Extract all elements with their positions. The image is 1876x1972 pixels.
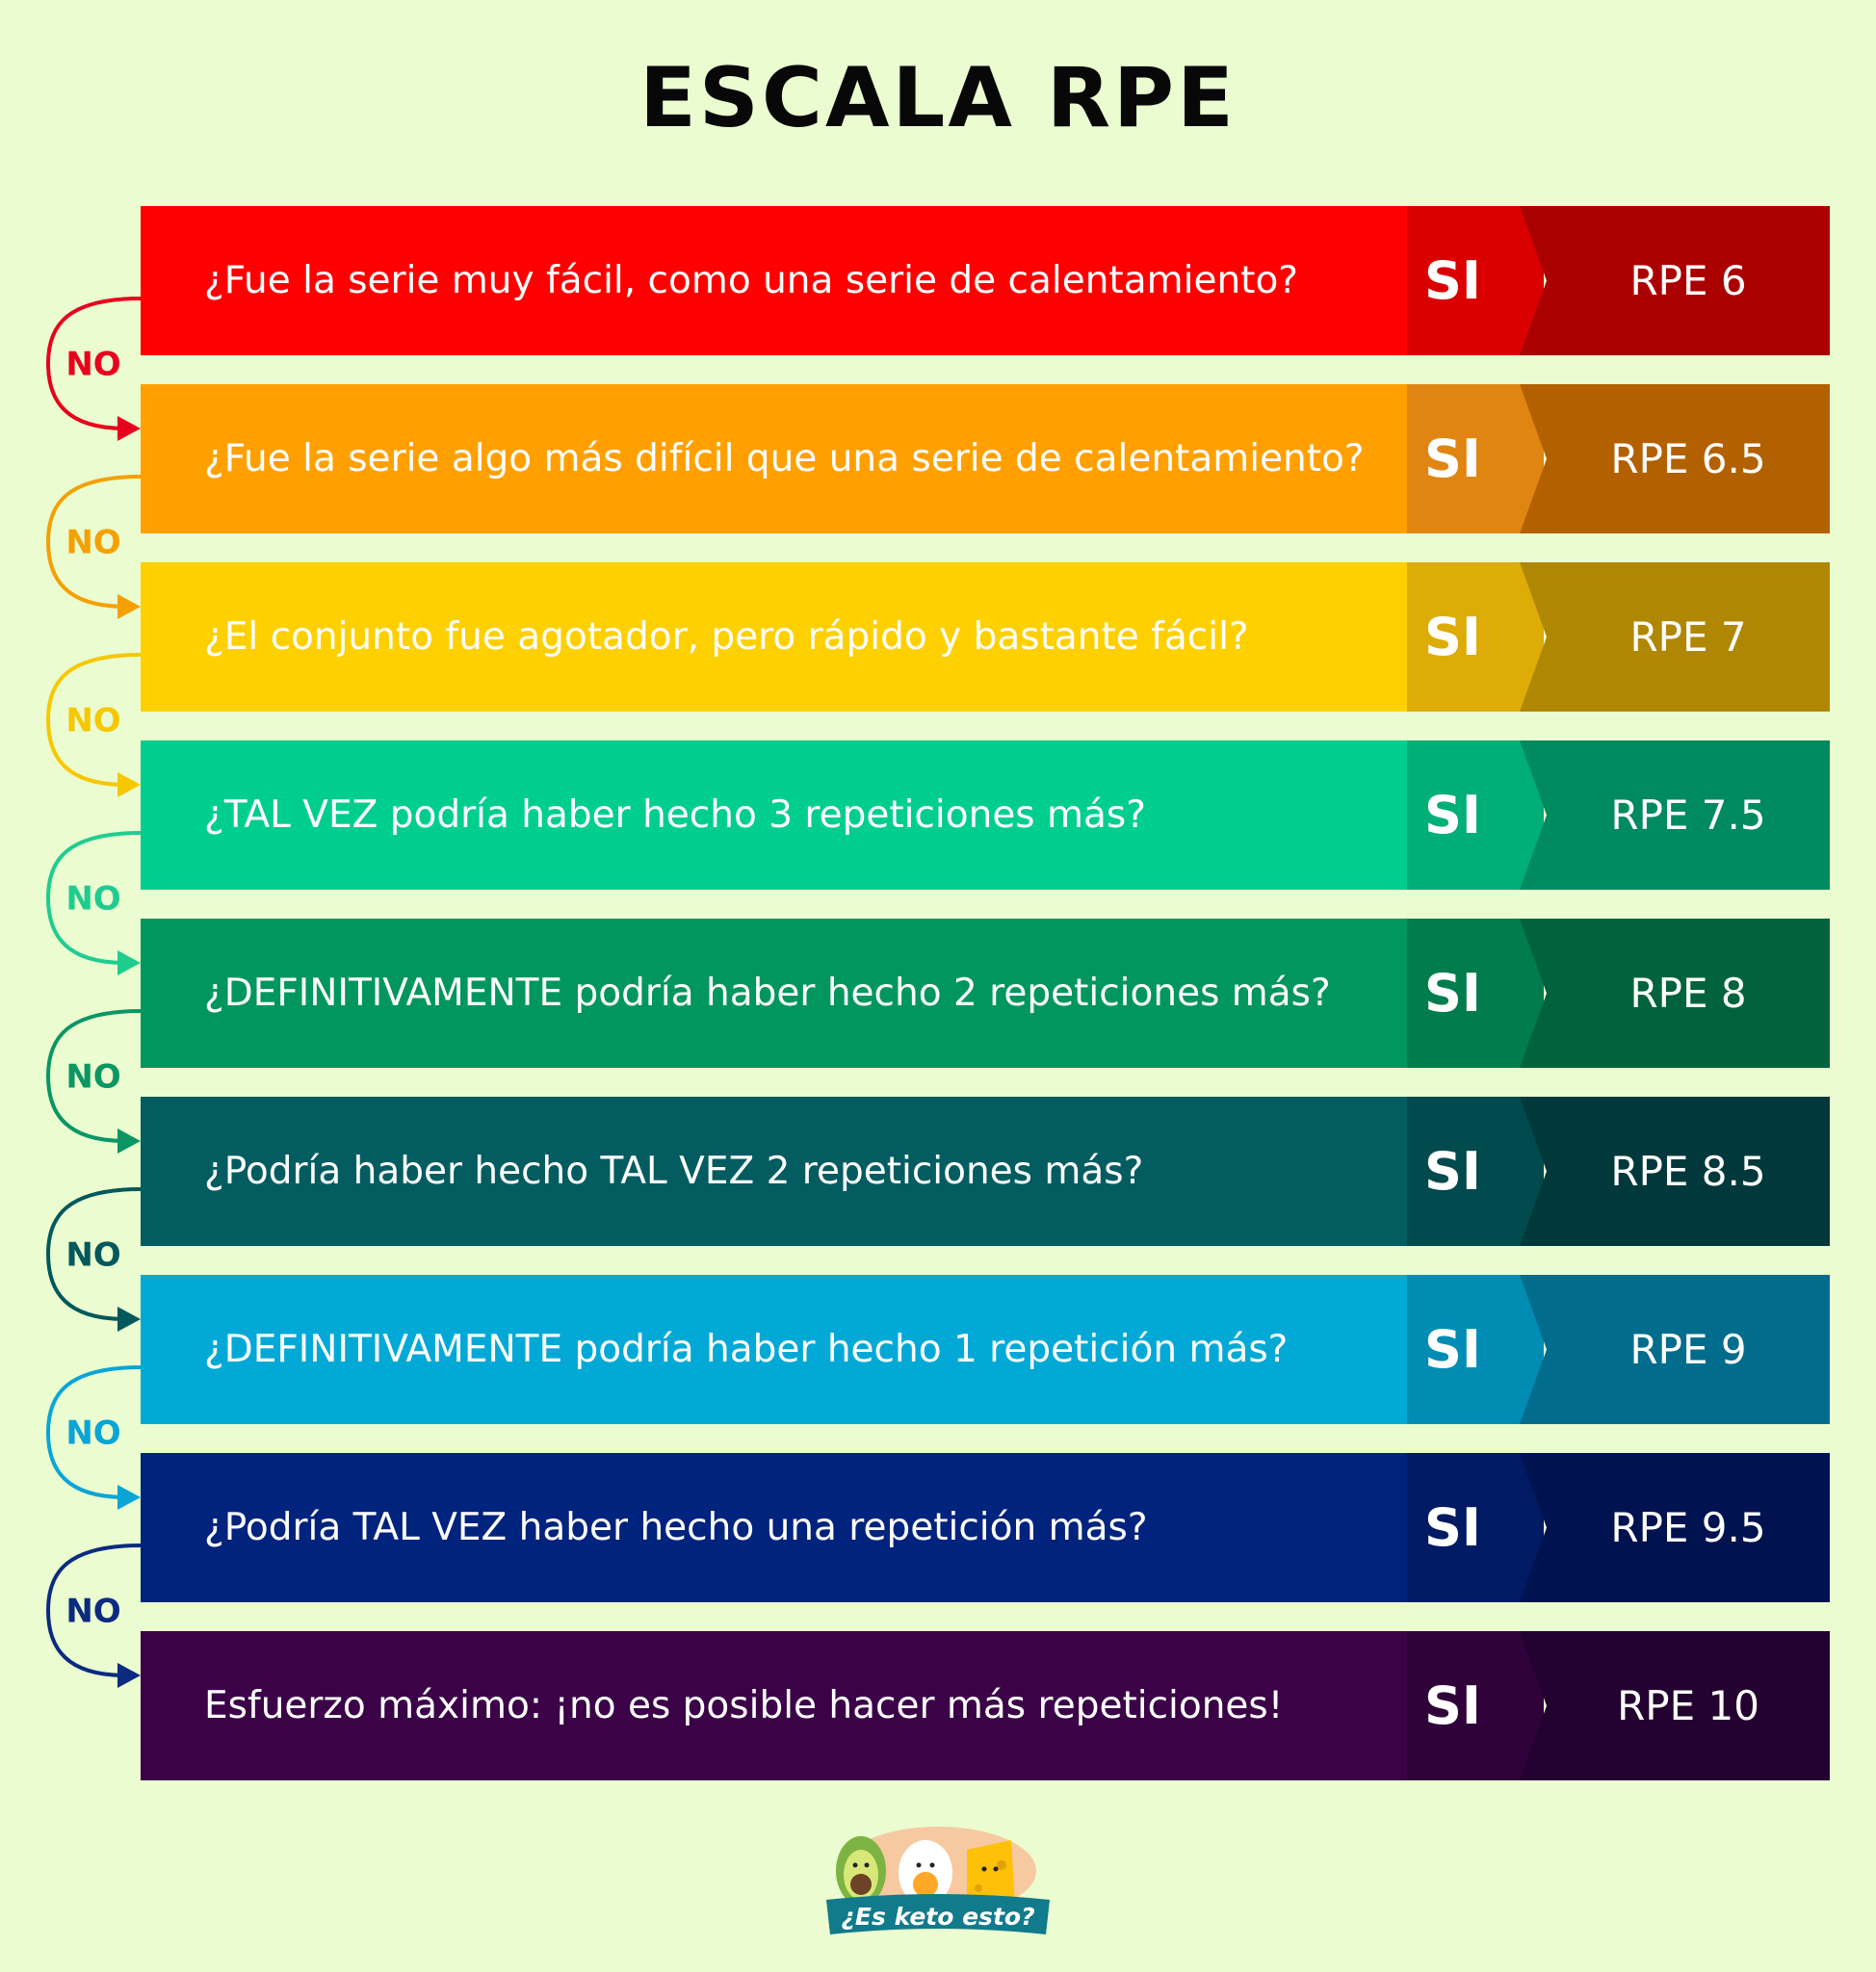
no-label-background bbox=[58, 1589, 127, 1632]
no-connector: NO bbox=[45, 831, 142, 975]
no-label: NO bbox=[65, 1236, 120, 1275]
es-keto-esto-logo: ¿Es keto esto? bbox=[826, 1827, 1050, 1934]
rpe-value: RPE 9.5 bbox=[1520, 1453, 1830, 1602]
row-question: Esfuerzo máximo: ¡no es posible hacer má… bbox=[141, 1631, 1407, 1780]
row-question: ¿DEFINITIVAMENTE podría haber hecho 1 re… bbox=[141, 1275, 1407, 1424]
no-connector: NO bbox=[45, 1187, 142, 1332]
arrow-right-icon bbox=[117, 594, 141, 619]
arrow-right-icon bbox=[117, 1663, 141, 1688]
rpe-value: RPE 6.5 bbox=[1520, 384, 1830, 533]
connector-curve bbox=[45, 1009, 142, 1143]
arrow-right-icon bbox=[117, 1129, 141, 1154]
rpe-value: RPE 10 bbox=[1520, 1631, 1830, 1780]
connector-curve bbox=[45, 1365, 142, 1499]
no-label: NO bbox=[65, 1414, 120, 1453]
no-connector: NO bbox=[45, 1009, 142, 1154]
rpe-value: RPE 9 bbox=[1520, 1275, 1830, 1424]
rpe-row: Esfuerzo máximo: ¡no es posible hacer má… bbox=[141, 1631, 1830, 1780]
no-label: NO bbox=[65, 1593, 120, 1631]
rpe-value: RPE 6 bbox=[1520, 206, 1830, 355]
yes-label: SI bbox=[1407, 740, 1544, 890]
row-question: ¿Podría haber hecho TAL VEZ 2 repeticion… bbox=[141, 1097, 1407, 1246]
no-connector: NO bbox=[45, 1365, 142, 1510]
arrow-right-icon bbox=[117, 1485, 141, 1510]
no-label-background bbox=[58, 520, 127, 563]
no-connector: NO bbox=[45, 475, 142, 619]
connector-curve bbox=[45, 297, 142, 430]
rpe-row: ¿Podría haber hecho TAL VEZ 2 repeticion… bbox=[141, 1097, 1830, 1246]
connector-curve bbox=[45, 831, 142, 965]
rpe-value: RPE 7.5 bbox=[1520, 740, 1830, 890]
no-connector: NO bbox=[45, 1544, 142, 1688]
row-question: ¿Podría TAL VEZ haber hecho una repetici… bbox=[141, 1453, 1407, 1602]
yes-label: SI bbox=[1407, 919, 1544, 1068]
row-question: ¿TAL VEZ podría haber hecho 3 repeticion… bbox=[141, 740, 1407, 890]
rpe-row: ¿DEFINITIVAMENTE podría haber hecho 1 re… bbox=[141, 1275, 1830, 1424]
no-label-background bbox=[58, 1411, 127, 1454]
rpe-row: ¿Fue la serie muy fácil, como una serie … bbox=[141, 206, 1830, 355]
rpe-row: ¿El conjunto fue agotador, pero rápido y… bbox=[141, 562, 1830, 712]
no-label-background bbox=[58, 1232, 127, 1276]
arrow-right-icon bbox=[117, 416, 141, 441]
no-label: NO bbox=[65, 702, 120, 740]
rpe-row: ¿DEFINITIVAMENTE podría haber hecho 2 re… bbox=[141, 919, 1830, 1068]
no-label: NO bbox=[65, 346, 120, 384]
yes-label: SI bbox=[1407, 562, 1544, 712]
yes-label: SI bbox=[1407, 1275, 1544, 1424]
rpe-row: ¿Fue la serie algo más difícil que una s… bbox=[141, 384, 1830, 533]
rpe-value: RPE 8.5 bbox=[1520, 1097, 1830, 1246]
no-connector: NO bbox=[45, 653, 142, 797]
rpe-value: RPE 7 bbox=[1520, 562, 1830, 712]
no-label-background bbox=[58, 698, 127, 741]
row-question: ¿Fue la serie muy fácil, como una serie … bbox=[141, 206, 1407, 355]
no-connector: NO bbox=[45, 297, 142, 441]
arrow-right-icon bbox=[117, 1307, 141, 1332]
logo-text: ¿Es keto esto? bbox=[841, 1903, 1034, 1931]
no-label-background bbox=[58, 1054, 127, 1098]
page-title: ESCALA RPE bbox=[639, 50, 1237, 146]
yes-label: SI bbox=[1407, 384, 1544, 533]
no-label: NO bbox=[65, 1058, 120, 1097]
rpe-row: ¿Podría TAL VEZ haber hecho una repetici… bbox=[141, 1453, 1830, 1602]
row-question: ¿DEFINITIVAMENTE podría haber hecho 2 re… bbox=[141, 919, 1407, 1068]
yes-label: SI bbox=[1407, 1097, 1544, 1246]
yes-label: SI bbox=[1407, 1453, 1544, 1602]
connector-curve bbox=[45, 653, 142, 787]
yes-label: SI bbox=[1407, 1631, 1544, 1780]
rpe-row: ¿TAL VEZ podría haber hecho 3 repeticion… bbox=[141, 740, 1830, 890]
connector-curve bbox=[45, 1544, 142, 1677]
arrow-right-icon bbox=[117, 772, 141, 797]
connector-curve bbox=[45, 475, 142, 609]
no-label: NO bbox=[65, 880, 120, 919]
connector-curve bbox=[45, 1187, 142, 1321]
no-label-background bbox=[58, 876, 127, 920]
arrow-right-icon bbox=[117, 950, 141, 975]
rpe-value: RPE 8 bbox=[1520, 919, 1830, 1068]
no-connectors: NO NO NO NO NO NO NO NO bbox=[45, 297, 142, 1688]
no-label-background bbox=[58, 342, 127, 385]
row-question: ¿El conjunto fue agotador, pero rápido y… bbox=[141, 562, 1407, 712]
no-label: NO bbox=[65, 524, 120, 562]
row-question: ¿Fue la serie algo más difícil que una s… bbox=[141, 384, 1407, 533]
yes-label: SI bbox=[1407, 206, 1544, 355]
